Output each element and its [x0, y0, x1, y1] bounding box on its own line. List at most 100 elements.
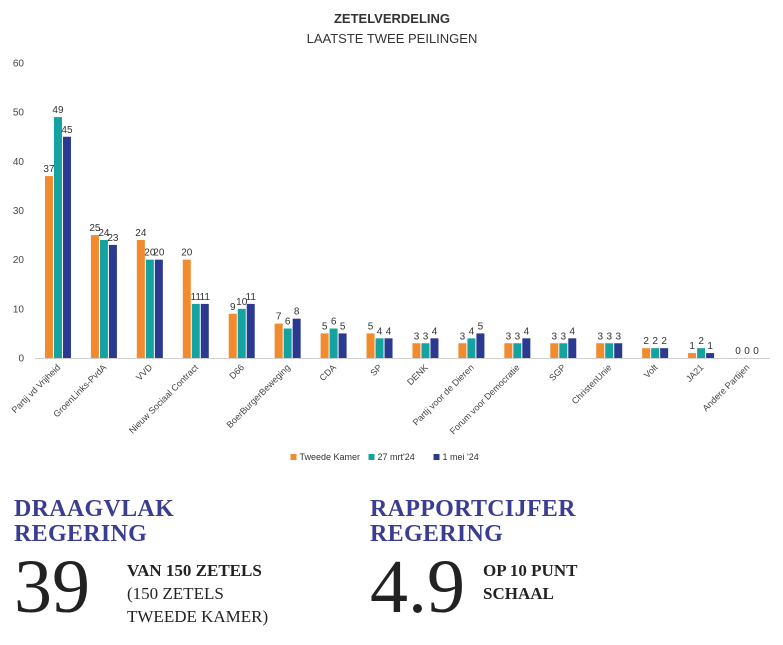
data-label: 20 [181, 248, 193, 259]
bar [366, 333, 375, 358]
data-label: 0 [735, 346, 741, 357]
x-tick-label: DENK [405, 362, 430, 387]
x-tick-label: JA21 [684, 362, 706, 384]
x-tick-label: VVD [134, 362, 155, 383]
data-label: 2 [652, 336, 658, 347]
bar [191, 303, 200, 358]
support-heading-line1: DRAAGVLAK [14, 496, 175, 522]
data-label: 3 [506, 331, 512, 342]
rating-desc-line1: OP 10 PUNT [483, 561, 578, 580]
data-label: 49 [52, 105, 64, 116]
x-tick-label: ChristenUnie [570, 362, 614, 406]
bar [697, 348, 706, 358]
bar [228, 313, 237, 358]
data-label: 0 [744, 346, 750, 357]
bar [384, 338, 393, 358]
data-label: 11 [191, 292, 202, 303]
x-tick-label: Partij vd Vrijheid [10, 362, 63, 415]
rating-heading-line1: RAPPORTCIJFER [370, 496, 576, 522]
rating-desc-line2: SCHAAL [483, 584, 554, 603]
data-label: 4 [377, 326, 383, 337]
bar [559, 343, 568, 358]
data-label: 10 [236, 297, 248, 308]
legend-swatch [368, 454, 375, 460]
bar [504, 343, 513, 358]
bar [550, 343, 559, 358]
data-label: 20 [153, 248, 165, 259]
data-label: 9 [230, 302, 236, 313]
data-label: 3 [561, 331, 567, 342]
bar [136, 240, 145, 358]
data-label: 4 [469, 326, 475, 337]
chart-subtitle: LAATSTE TWEE PEILINGEN [307, 31, 478, 46]
data-label: 45 [61, 125, 73, 136]
data-label: 6 [285, 317, 291, 328]
data-label: 3 [423, 331, 429, 342]
x-tick-label: Andere Partijen [701, 362, 752, 413]
rating-figure: 4.9 OP 10 PUNT SCHAAL [370, 547, 770, 635]
data-label: 3 [597, 331, 603, 342]
bar [522, 338, 531, 358]
bar [283, 328, 292, 358]
data-label: 5 [368, 321, 374, 332]
x-tick-label: SP [368, 362, 384, 378]
data-label: 8 [294, 307, 300, 318]
data-label: 23 [107, 233, 119, 244]
data-label: 3 [515, 331, 521, 342]
legend-label: 27 mrt'24 [378, 452, 415, 462]
legend-label: 1 mei '24 [443, 452, 479, 462]
bar [62, 136, 71, 358]
bar [44, 176, 53, 358]
bar [237, 308, 246, 358]
data-label: 24 [135, 228, 147, 239]
rating-heading-line2: REGERING [370, 521, 504, 547]
bar [688, 353, 697, 358]
bar [651, 348, 660, 358]
x-tick-label: CDA [317, 362, 338, 383]
data-label: 4 [570, 326, 576, 337]
data-label: 4 [432, 326, 438, 337]
chart-canvas: ZETELVERDELING LAATSTE TWEE PEILINGEN 0 1… [10, 11, 770, 462]
legend-swatch [433, 454, 440, 460]
data-label: 3 [606, 331, 612, 342]
bar [274, 323, 283, 358]
support-number: 39 [14, 545, 90, 629]
rating-heading: RAPPORTCIJFER REGERING [370, 497, 770, 547]
bar [476, 333, 485, 358]
data-label: 4 [524, 326, 530, 337]
bar [412, 343, 421, 358]
bar [596, 343, 605, 358]
data-label: 1 [707, 341, 713, 352]
data-label: 37 [43, 164, 55, 175]
bar [375, 338, 384, 358]
bar [706, 353, 715, 358]
support-desc-line2: (150 ZETELS [127, 584, 224, 603]
data-label: 7 [276, 312, 282, 323]
support-heading: DRAAGVLAK REGERING [14, 497, 354, 547]
bar [430, 338, 439, 358]
bar [108, 244, 117, 358]
support-description: VAN 150 ZETELS (150 ZETELS TWEEDE KAMER) [127, 559, 268, 628]
data-label: 3 [615, 331, 621, 342]
y-tick-label: 20 [13, 255, 25, 266]
x-tick-label: D66 [227, 362, 246, 381]
data-label: 11 [200, 292, 211, 303]
bar [329, 328, 338, 358]
support-desc-line1: VAN 150 ZETELS [127, 561, 262, 580]
data-label: 5 [340, 321, 346, 332]
data-label: 3 [414, 331, 420, 342]
data-label: 2 [661, 336, 667, 347]
government-support-panel: DRAAGVLAK REGERING 39 VAN 150 ZETELS (15… [14, 497, 354, 635]
support-desc-line3: TWEEDE KAMER) [127, 607, 269, 626]
data-label: 1 [689, 341, 695, 352]
bar [53, 117, 62, 358]
data-label: 4 [386, 326, 392, 337]
chart-legend: Tweede Kamer 27 mrt'24 1 mei '24 [290, 452, 479, 462]
data-label: 25 [89, 223, 101, 234]
data-label: 11 [246, 292, 257, 303]
bar [605, 343, 614, 358]
rating-description: OP 10 PUNT SCHAAL [483, 559, 577, 605]
data-label: 0 [753, 346, 759, 357]
